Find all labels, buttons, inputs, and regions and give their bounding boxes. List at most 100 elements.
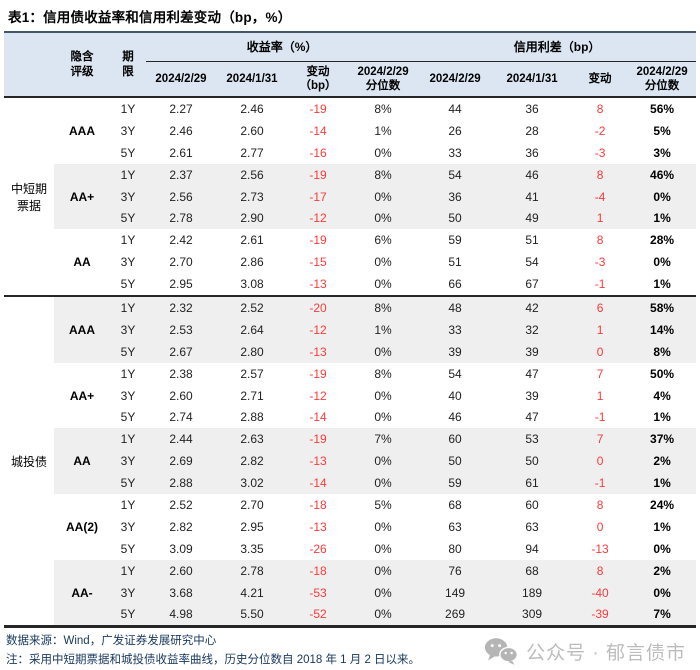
spread-prev-cell: 36 [525,145,539,160]
yield-prev-cell: 4.21 [216,581,288,604]
yield-current-cell: 2.56 [146,185,216,208]
table-footer: 数据来源：Wind，广发证券发展研究中心 注：采用中短期票据和城投债收益率曲线，… [6,632,700,670]
yield-change-cell: -20 [288,295,348,319]
watermark-text: 公众号 · 郁言债市 [526,642,686,664]
yield-current-cell: 2.37 [146,163,216,186]
yield-change-cell: -13 [288,450,348,473]
yield-percentile-cell: 0% [374,388,392,403]
spread-current-cell: 39 [418,340,493,363]
spread-current-cell: 33 [418,318,493,341]
tenor-cell: 3Y [120,519,136,534]
spread-change-cell: 8 [596,497,604,512]
yield-current-cell: 3.68 [146,581,216,604]
yield-current-cell: 2.82 [169,519,193,534]
spread-percentile-cell: 46% [628,163,697,186]
tenor-cell: 1Y [110,163,146,186]
header-spread-change: 变动 [572,61,629,98]
spread-current-cell: 44 [448,101,462,116]
spread-prev-cell: 54 [525,255,539,270]
spread-percentile-cell: 0% [653,541,671,556]
yield-prev-cell: 2.46 [240,101,264,116]
spread-current-cell: 33 [448,145,462,160]
spread-percentile-cell: 0% [628,185,697,208]
spread-change-cell: -1 [594,410,606,425]
tenor-cell: 3Y [110,318,146,341]
spread-current-cell: 26 [448,123,462,138]
corner-header-cell [4,32,54,98]
rating-label: AAA [69,123,95,138]
yield-percentile-cell: 8% [374,366,392,381]
tenor-cell: 3Y [120,255,136,270]
tenor-cell: 5Y [110,472,146,495]
spread-change-cell: -40 [572,581,629,604]
tenor-cell: 1Y [120,233,136,248]
spread-change-cell: 1 [572,207,629,230]
spread-prev-cell: 68 [492,559,573,582]
spread-prev-cell: 41 [492,185,573,208]
yield-change-cell: -13 [288,340,348,363]
spread-current-cell: 60 [418,428,493,451]
yield-prev-cell: 2.56 [216,163,288,186]
spread-change-cell: -3 [594,255,606,270]
yield-prev-cell: 2.52 [216,295,288,319]
header-spread-group: 信用利差（bp） [418,32,697,62]
spread-current-cell: 59 [448,233,462,248]
yield-prev-cell: 2.73 [216,185,288,208]
spread-percentile-cell: 28% [650,233,675,248]
credit-yield-spread-table: 隐含 评级 期 限 收益率（%） 信用利差（bp） 2024/2/29 2024… [4,31,697,629]
rating-label: AA(2) [66,519,98,534]
yield-prev-cell: 2.80 [216,340,288,363]
section-label: 城投债 [4,295,54,627]
spread-change-cell: 8 [572,559,629,582]
yield-percentile-cell: 0% [348,559,419,582]
spread-current-cell: 149 [418,581,493,604]
section-label: 中短期 票据 [4,97,54,297]
tenor-cell: 5Y [120,541,136,556]
spread-prev-cell: 67 [525,277,539,292]
spread-percentile-cell: 7% [628,603,697,627]
yield-prev-cell: 2.57 [240,366,264,381]
yield-change-cell: -13 [309,277,327,292]
spread-prev-cell: 49 [492,207,573,230]
rating-label: AA+ [54,163,110,230]
tenor-cell: 1Y [120,497,136,512]
yield-percentile-cell: 0% [348,340,419,363]
yield-current-cell: 2.53 [146,318,216,341]
rating-label: AA [54,428,110,495]
spread-percentile-cell: 8% [628,340,697,363]
spread-current-cell: 48 [418,295,493,319]
spread-change-cell: -4 [572,185,629,208]
yield-current-cell: 2.69 [146,450,216,473]
yield-prev-cell: 5.50 [216,603,288,627]
tenor-cell: 5Y [110,340,146,363]
yield-prev-cell: 2.78 [216,559,288,582]
yield-prev-cell: 2.71 [240,388,264,403]
spread-current-cell: 51 [448,255,462,270]
spread-percentile-cell: 1% [628,207,697,230]
header-yield-change: 变动 （bp） [288,61,348,98]
yield-current-cell: 3.09 [169,541,193,556]
spread-percentile-cell: 2% [628,450,697,473]
spread-prev-cell: 36 [525,101,539,116]
yield-percentile-cell: 8% [374,101,392,116]
spread-prev-cell: 46 [492,163,573,186]
rating-label: AA- [54,559,110,627]
spread-percentile-cell: 2% [628,559,697,582]
spread-current-cell: 40 [448,388,462,403]
yield-percentile-cell: 0% [348,185,419,208]
yield-change-cell: -14 [288,472,348,495]
spread-current-cell: 269 [418,603,493,627]
yield-current-cell: 2.67 [146,340,216,363]
spread-prev-cell: 94 [525,541,539,556]
yield-change-cell: -12 [309,388,327,403]
yield-change-cell: -14 [309,410,327,425]
spread-percentile-cell: 3% [653,145,671,160]
yield-percentile-cell: 0% [348,472,419,495]
spread-prev-cell: 51 [525,233,539,248]
tenor-cell: 3Y [120,388,136,403]
spread-percentile-cell: 37% [628,428,697,451]
spread-change-cell: -39 [572,603,629,627]
yield-change-cell: -15 [309,255,327,270]
tenor-cell: 3Y [110,581,146,604]
spread-change-cell: 1 [596,388,604,403]
